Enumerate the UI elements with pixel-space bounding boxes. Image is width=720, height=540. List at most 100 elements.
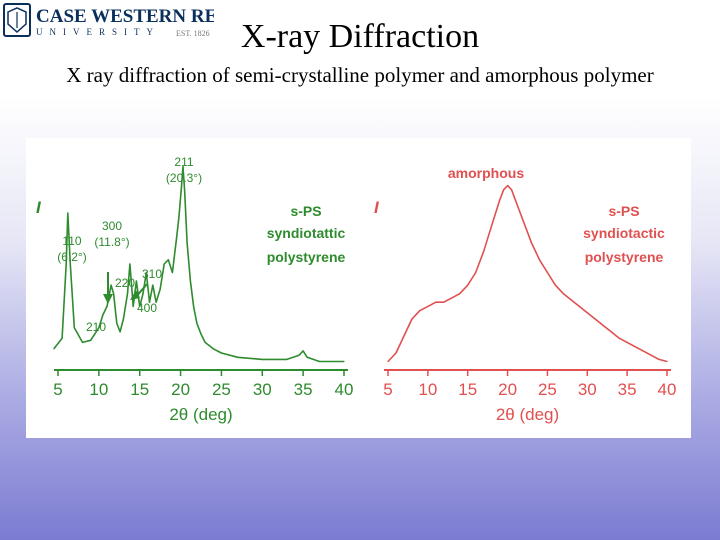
data-point — [126, 293, 129, 295]
data-point — [506, 184, 509, 187]
xrd-figure: I 5 10 15 20 25 30 35 40 2θ (deg) s-PS syndiotattic… — [26, 138, 691, 438]
xrd-charts: I 5 10 15 20 25 30 35 40 2θ (deg) s-PS syndiotattic… — [36, 155, 677, 424]
data-point — [112, 293, 115, 295]
y-axis-label-1: I — [36, 198, 42, 217]
data-point — [419, 310, 421, 312]
x-tick-label: 10 — [418, 380, 437, 399]
data-point — [510, 189, 513, 191]
data-point — [145, 271, 147, 274]
data-point — [116, 322, 118, 324]
x-tick-label: 15 — [458, 380, 477, 399]
data-point — [132, 305, 134, 307]
data-point — [135, 280, 138, 282]
data-point — [318, 360, 321, 363]
data-point — [90, 339, 92, 341]
data-point — [522, 221, 525, 223]
data-point — [491, 225, 493, 227]
data-point — [142, 293, 144, 295]
data-point — [578, 305, 580, 307]
data-point — [200, 333, 202, 335]
data-point — [594, 318, 596, 320]
x-axis-label-1: 2θ (deg) — [169, 405, 232, 424]
arrow-head-icon — [103, 294, 113, 304]
peak-label: 210 — [86, 320, 106, 334]
data-point — [562, 293, 564, 295]
data-point — [204, 341, 206, 344]
data-point — [427, 305, 429, 307]
data-point — [602, 324, 604, 327]
slide-title: X-ray Diffraction — [240, 18, 480, 55]
data-point — [212, 348, 214, 350]
peak-label: 300 — [102, 219, 122, 233]
data-point — [634, 346, 636, 348]
arrow-head-icon — [130, 290, 140, 300]
x-tick-label: 30 — [253, 380, 272, 399]
x-tick-label: 35 — [294, 380, 313, 399]
data-point — [175, 237, 178, 240]
data-point — [193, 305, 195, 307]
x-tick-label: 20 — [498, 380, 517, 399]
data-point — [586, 312, 588, 314]
data-point — [514, 199, 517, 201]
data-point — [61, 337, 63, 339]
data-point — [196, 322, 198, 324]
x-tick-label: 40 — [335, 380, 354, 399]
x-tick-label: 10 — [89, 380, 108, 399]
peak-label: (11.8°) — [94, 235, 129, 249]
data-point — [502, 189, 505, 191]
peak-label: 400 — [137, 301, 157, 315]
data-point — [110, 284, 112, 286]
x-axis-label-2: 2θ (deg) — [496, 405, 559, 424]
data-point — [102, 314, 104, 316]
peak-label: 220 — [115, 276, 135, 290]
data-point — [237, 356, 239, 358]
data-point — [403, 335, 405, 337]
data-point — [475, 271, 477, 274]
x-tick-label: 5 — [383, 380, 392, 399]
data-point — [139, 305, 141, 307]
data-point — [343, 360, 345, 363]
chart-title: amorphous — [448, 165, 524, 181]
x-tick-label: 15 — [130, 380, 149, 399]
data-point — [163, 263, 165, 265]
data-point — [155, 301, 157, 303]
peak-label: (20.3°) — [166, 171, 202, 185]
data-point — [286, 358, 288, 360]
data-point — [261, 358, 263, 360]
data-point — [435, 301, 437, 303]
data-point — [642, 350, 644, 352]
data-point — [67, 212, 69, 214]
legend-line: polystyrene — [267, 249, 346, 265]
logo-name: CASE WESTERN RESERVE — [36, 6, 214, 27]
data-point — [626, 341, 628, 344]
data-point — [98, 327, 100, 329]
data-point — [546, 271, 549, 274]
data-point — [387, 360, 389, 363]
x-tick-label: 30 — [578, 380, 597, 399]
x-tick-label: 25 — [212, 380, 231, 399]
data-point — [306, 356, 308, 358]
series-line-2 — [387, 184, 668, 363]
data-point — [610, 331, 612, 333]
peak-label: 310 — [142, 267, 162, 281]
data-point — [69, 263, 71, 265]
x-tick-label: 40 — [658, 380, 677, 399]
y-axis-label-2: I — [374, 198, 380, 217]
data-point — [538, 259, 541, 261]
data-point — [459, 293, 461, 295]
data-point — [184, 191, 186, 193]
x-tick-label: 35 — [618, 380, 637, 399]
legend-line: s-PS — [290, 203, 321, 219]
data-point — [189, 280, 191, 282]
legend-line: syndiotactic — [583, 225, 665, 241]
data-point — [152, 284, 154, 286]
data-point — [180, 187, 182, 189]
data-point — [129, 263, 131, 265]
peak-label: (6.2°) — [57, 250, 86, 264]
peak-label: 110 — [62, 234, 81, 248]
data-point — [53, 348, 55, 350]
data-point — [119, 331, 121, 333]
data-point — [618, 337, 620, 339]
x-tick-label: 25 — [538, 380, 557, 399]
logo-seal-icon — [3, 3, 31, 37]
